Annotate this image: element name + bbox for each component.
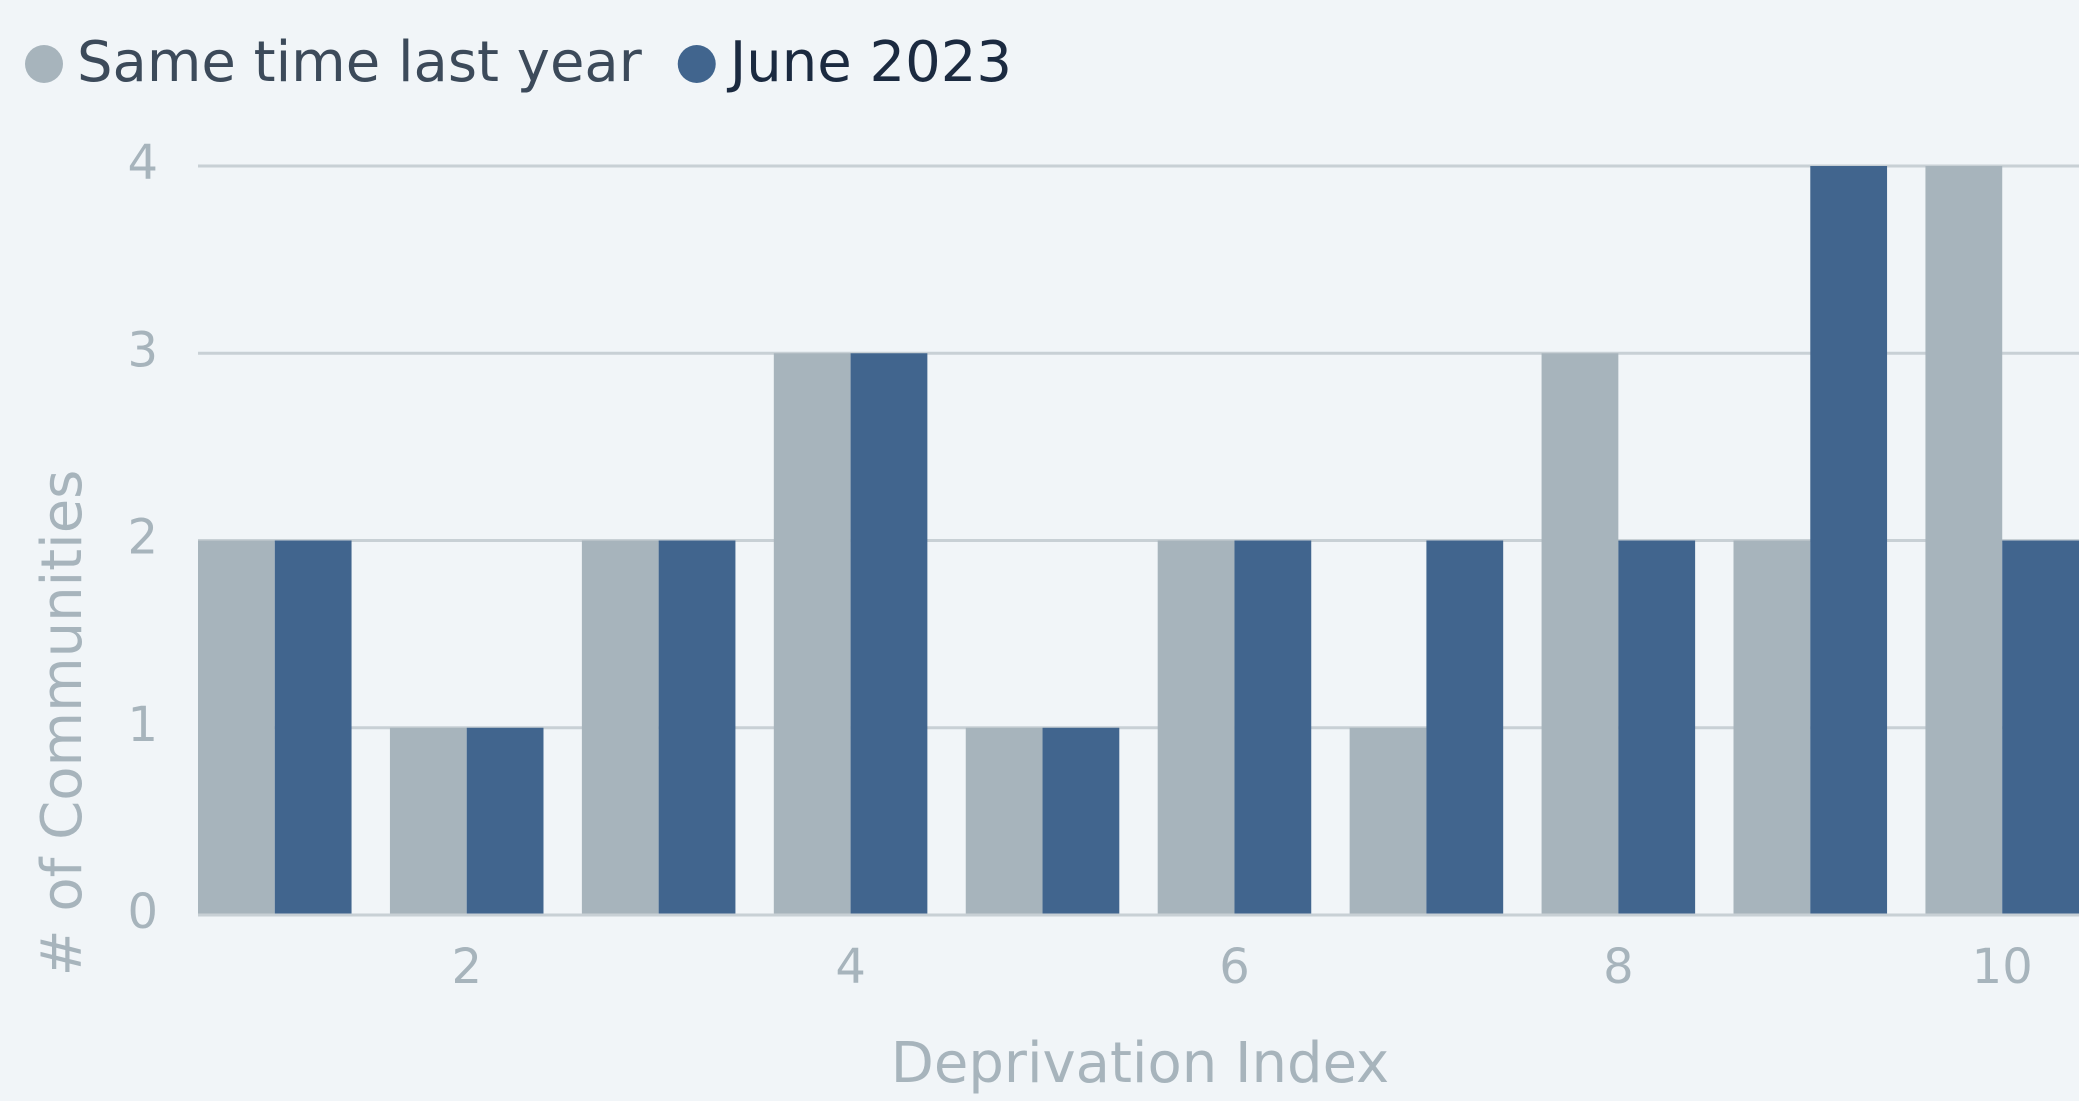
bar — [1157, 540, 1235, 915]
bar — [1234, 540, 1312, 915]
bar — [1349, 727, 1427, 915]
bar — [198, 540, 275, 915]
x-tick-label: 10 — [1972, 939, 2033, 995]
legend-label: June 2023 — [727, 30, 1012, 95]
bar — [389, 727, 467, 915]
legend-label: Same time last year — [77, 30, 643, 95]
bar — [1925, 166, 2003, 915]
bar — [773, 353, 851, 915]
bar — [1541, 353, 1619, 915]
y-tick-label: 0 — [127, 884, 158, 940]
bar — [1810, 166, 1888, 915]
x-tick-label: 8 — [1603, 939, 1634, 995]
bar — [581, 540, 659, 915]
x-axis-title: Deprivation Index — [891, 1031, 1389, 1096]
y-axis-title: # of Communities — [30, 470, 95, 977]
y-tick-label: 4 — [127, 135, 158, 191]
y-tick-label: 2 — [127, 510, 158, 566]
legend-marker — [677, 45, 716, 83]
bar — [2002, 540, 2079, 915]
y-tick-label: 1 — [127, 697, 158, 753]
x-tick-label: 2 — [451, 939, 482, 995]
bar — [1618, 540, 1696, 915]
x-tick-label: 6 — [1219, 939, 1250, 995]
bar — [1733, 540, 1811, 915]
y-tick-label: 3 — [127, 322, 158, 378]
bar — [1042, 727, 1120, 915]
bar — [850, 353, 928, 915]
x-tick-label: 4 — [835, 939, 866, 995]
bar — [466, 727, 544, 915]
bar — [274, 540, 352, 915]
legend-marker — [25, 45, 63, 83]
bar — [965, 727, 1043, 915]
bar — [1426, 540, 1504, 915]
bar — [658, 540, 736, 915]
